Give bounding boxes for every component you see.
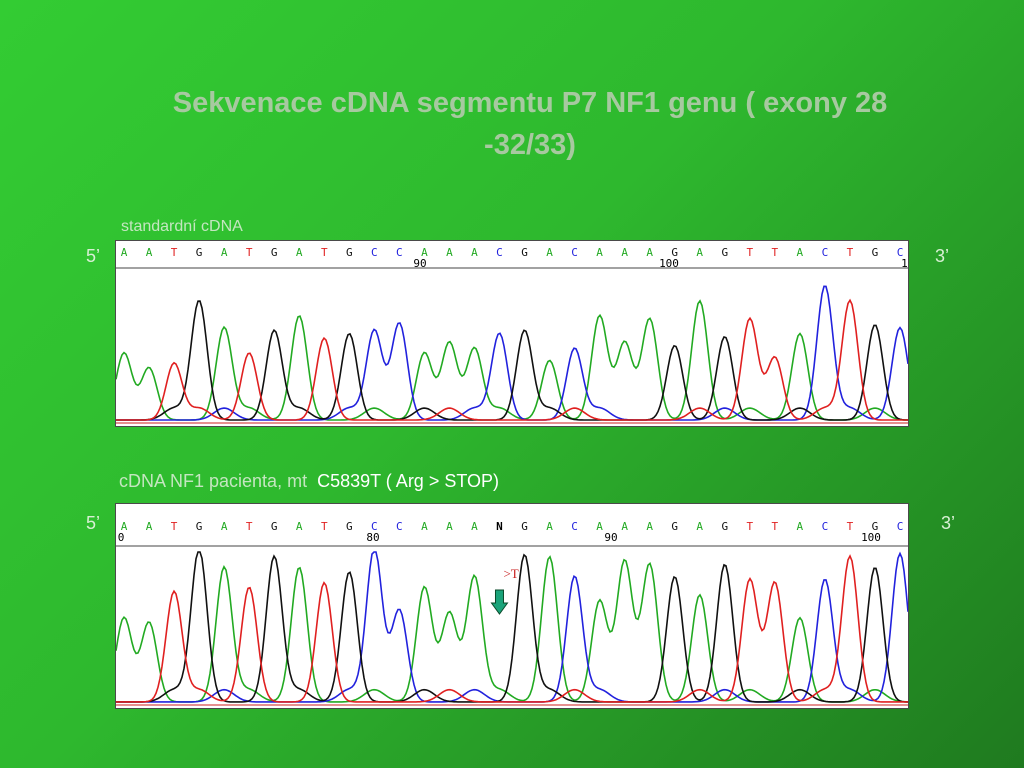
standard-trace-t xyxy=(116,298,908,421)
patient-base-call: G xyxy=(196,520,203,533)
mutation-arrow-icon xyxy=(490,589,509,615)
three-prime-end-bottom: 3’ xyxy=(941,513,956,533)
five-prime-end-top: 5’ xyxy=(86,246,101,266)
standard-base-call: C xyxy=(496,246,503,259)
patient-cdna-label-prefix: cDNA NF1 pacienta, mt xyxy=(119,471,308,491)
standard-position-label: 90 xyxy=(413,257,426,270)
standard-trace-a xyxy=(116,299,908,421)
patient-base-call: T xyxy=(321,520,328,533)
patient-position-label: 0 xyxy=(118,531,125,544)
patient-base-call: A xyxy=(646,520,653,533)
standard-base-call: A xyxy=(446,246,453,259)
patient-trace-t xyxy=(116,554,908,703)
patient-base-call: A xyxy=(146,520,153,533)
patient-trace-g xyxy=(116,551,908,703)
standard-base-call: A xyxy=(471,246,478,259)
patient-base-call: A xyxy=(621,520,628,533)
patient-base-call: A xyxy=(296,520,303,533)
standard-base-call: T xyxy=(321,246,328,259)
standard-base-call: A xyxy=(596,246,603,259)
patient-base-call: T xyxy=(847,520,854,533)
standard-base-call: G xyxy=(872,246,879,259)
standard-base-call: T xyxy=(772,246,779,259)
standard-base-call: C xyxy=(371,246,378,259)
patient-base-call: A xyxy=(546,520,553,533)
patient-base-call: C xyxy=(571,520,578,533)
patient-base-call: C xyxy=(371,520,378,533)
chromatogram-patient-plot: A A T G A T G A T G C C A A A N G A C A A A G A G T T A C T G C 0 80 90 100… xyxy=(116,520,908,706)
standard-base-call: A xyxy=(121,246,128,259)
patient-base-call: G xyxy=(521,520,528,533)
patient-base-call: N xyxy=(496,520,503,533)
standard-base-call: C xyxy=(897,246,904,259)
standard-base-call: A xyxy=(696,246,703,259)
standard-cdna-label: standardní cDNA xyxy=(121,218,243,235)
patient-position-label: 90 xyxy=(604,531,617,544)
slide-title-line-1: Sekvenace cDNA segmentu P7 NF1 genu ( ex… xyxy=(172,87,888,119)
standard-base-call: A xyxy=(421,246,428,259)
patient-base-call: A xyxy=(446,520,453,533)
standard-base-call: A xyxy=(546,246,553,259)
five-prime-end-bottom: 5’ xyxy=(86,513,101,533)
patient-base-call: A xyxy=(221,520,228,533)
patient-base-call: A xyxy=(696,520,703,533)
chromatogram-standard-plot: A A T G A T G A T G C C A A A C G A C A A A G A G T T A C T G C 90 100 110 xyxy=(116,246,908,424)
standard-base-call: G xyxy=(721,246,728,259)
patient-cdna-label: cDNA NF1 pacienta, mt C5839T ( Arg > STO… xyxy=(119,471,499,492)
patient-position-label: 80 xyxy=(366,531,379,544)
patient-base-call: G xyxy=(872,520,879,533)
patient-base-call: A xyxy=(121,520,128,533)
patient-base-call: C xyxy=(822,520,829,533)
patient-base-call: A xyxy=(797,520,804,533)
standard-base-call: A xyxy=(646,246,653,259)
patient-base-call: T xyxy=(246,520,253,533)
patient-base-call: G xyxy=(346,520,353,533)
standard-base-call: A xyxy=(146,246,153,259)
patient-base-call: C xyxy=(396,520,403,533)
standard-base-call: A xyxy=(296,246,303,259)
patient-base-call: G xyxy=(671,520,678,533)
chromatogram-patient: A A T G A T G A T G C C A A A N G A C A A A G A G T T A C T G C 0 80 90 100… xyxy=(115,503,909,709)
slide-title-line-2: -32/33) xyxy=(484,129,576,161)
patient-base-call: C xyxy=(897,520,904,533)
standard-base-call: T xyxy=(171,246,178,259)
standard-base-call: T xyxy=(246,246,253,259)
patient-base-call: G xyxy=(271,520,278,533)
standard-base-call: G xyxy=(346,246,353,259)
mutation-annotation: >T xyxy=(503,566,518,581)
standard-base-call: T xyxy=(746,246,753,259)
patient-base-call: A xyxy=(421,520,428,533)
chromatogram-standard: A A T G A T G A T G C C A A A C G A C A A A G A G T T A C T G C 90 100 110 xyxy=(115,240,909,427)
standard-base-call: T xyxy=(847,246,854,259)
patient-base-call: T xyxy=(171,520,178,533)
standard-base-call: C xyxy=(822,246,829,259)
patient-base-call: T xyxy=(772,520,779,533)
slide-title: Sekvenace cDNA segmentu P7 NF1 genu ( ex… xyxy=(60,82,1000,166)
standard-trace-c xyxy=(116,285,908,421)
standard-base-call: C xyxy=(396,246,403,259)
patient-base-call: G xyxy=(721,520,728,533)
three-prime-end-top: 3’ xyxy=(935,246,950,266)
patient-base-call: A xyxy=(596,520,603,533)
standard-position-label: 100 xyxy=(659,257,679,270)
standard-trace-g xyxy=(116,300,908,421)
standard-base-call: A xyxy=(797,246,804,259)
standard-base-call: G xyxy=(196,246,203,259)
standard-base-call: C xyxy=(571,246,578,259)
patient-base-call: T xyxy=(746,520,753,533)
patient-position-label: 100 xyxy=(861,531,881,544)
standard-base-call: A xyxy=(221,246,228,259)
standard-base-call: G xyxy=(271,246,278,259)
mutation-label: C5839T ( Arg > STOP) xyxy=(317,471,500,491)
standard-base-call: G xyxy=(521,246,528,259)
standard-base-call: A xyxy=(621,246,628,259)
patient-base-call: A xyxy=(471,520,478,533)
standard-base-call: G xyxy=(671,246,678,259)
standard-position-label: 110 xyxy=(901,257,908,270)
